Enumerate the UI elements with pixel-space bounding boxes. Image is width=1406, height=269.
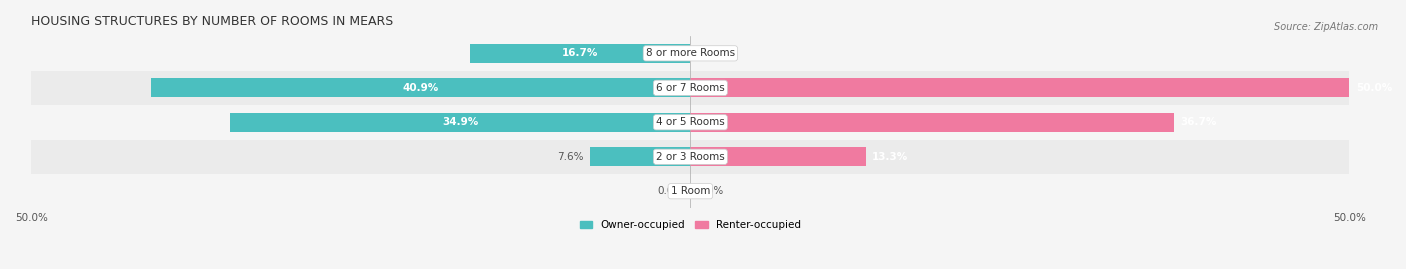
Text: 13.3%: 13.3% — [872, 152, 908, 162]
Text: 40.9%: 40.9% — [402, 83, 439, 93]
Text: 2 or 3 Rooms: 2 or 3 Rooms — [657, 152, 724, 162]
Bar — [470, 44, 690, 63]
Text: 34.9%: 34.9% — [443, 117, 478, 127]
Text: 6 or 7 Rooms: 6 or 7 Rooms — [657, 83, 724, 93]
Text: HOUSING STRUCTURES BY NUMBER OF ROOMS IN MEARS: HOUSING STRUCTURES BY NUMBER OF ROOMS IN… — [31, 15, 394, 28]
Bar — [31, 105, 1350, 140]
Text: 0.0%: 0.0% — [697, 48, 723, 58]
Text: 8 or more Rooms: 8 or more Rooms — [645, 48, 735, 58]
Bar — [31, 70, 1350, 105]
Bar — [31, 36, 1350, 70]
Text: 1 Room: 1 Room — [671, 186, 710, 196]
Text: 7.6%: 7.6% — [557, 152, 583, 162]
Text: 36.7%: 36.7% — [1181, 117, 1218, 127]
Bar — [690, 78, 1350, 97]
Bar — [690, 147, 866, 166]
Legend: Owner-occupied, Renter-occupied: Owner-occupied, Renter-occupied — [575, 216, 806, 234]
Bar — [31, 140, 1350, 174]
Text: 4 or 5 Rooms: 4 or 5 Rooms — [657, 117, 724, 127]
Bar — [591, 147, 690, 166]
Text: 50.0%: 50.0% — [1355, 83, 1392, 93]
Bar — [31, 174, 1350, 208]
Bar — [231, 113, 690, 132]
Text: 0.0%: 0.0% — [697, 186, 723, 196]
Bar — [690, 113, 1174, 132]
Text: 0.0%: 0.0% — [658, 186, 683, 196]
Text: Source: ZipAtlas.com: Source: ZipAtlas.com — [1274, 22, 1378, 31]
Text: 16.7%: 16.7% — [562, 48, 599, 58]
Bar — [152, 78, 690, 97]
